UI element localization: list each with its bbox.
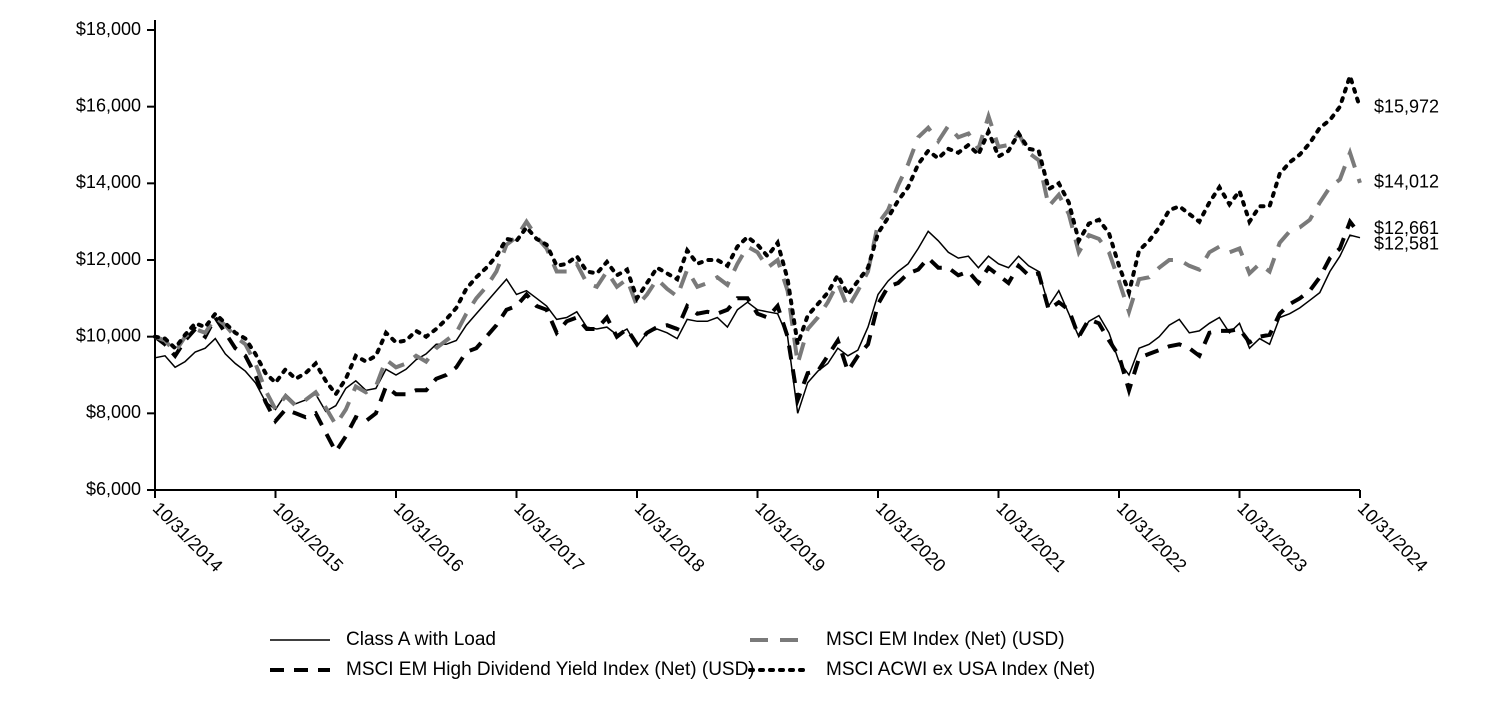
end-value-label: $15,972 — [1374, 96, 1439, 116]
legend-label: Class A with Load — [346, 629, 496, 650]
end-value-label: $14,012 — [1374, 172, 1439, 192]
legend-label: MSCI EM Index (Net) (USD) — [826, 629, 1065, 650]
y-tick-label: $14,000 — [76, 172, 141, 192]
x-tick-label: 10/31/2019 — [751, 498, 829, 576]
legend-label: MSCI EM High Dividend Yield Index (Net) … — [346, 659, 755, 680]
legend-label: MSCI ACWI ex USA Index (Net) — [826, 659, 1095, 680]
x-tick-label: 10/31/2023 — [1233, 498, 1311, 576]
x-tick-label: 10/31/2020 — [872, 498, 950, 576]
x-tick-label: 10/31/2022 — [1113, 498, 1191, 576]
chart-svg: $6,000 $8,000 $10,000 $12,000 $14,000 $16,000… — [0, 0, 1512, 708]
series-line — [155, 222, 1360, 452]
growth-chart: $6,000 $8,000 $10,000 $12,000 $14,000 $16,000… — [0, 0, 1512, 708]
y-tick-label: $6,000 — [86, 479, 141, 499]
x-tick-label: 10/31/2016 — [390, 498, 468, 576]
x-tick-label: 10/31/2021 — [992, 498, 1070, 576]
y-tick-label: $16,000 — [76, 95, 141, 115]
y-tick-label: $12,000 — [76, 249, 141, 269]
y-tick-label: $18,000 — [76, 19, 141, 39]
x-tick-label: 10/31/2017 — [510, 498, 588, 576]
x-tick-label: 10/31/2024 — [1354, 498, 1432, 576]
series-line — [155, 116, 1360, 425]
series-line — [155, 76, 1360, 394]
y-tick-label: $10,000 — [76, 325, 141, 345]
series-line — [155, 231, 1360, 413]
end-value-label: $12,581 — [1374, 233, 1439, 253]
x-tick-label: 10/31/2014 — [149, 498, 227, 576]
y-tick-label: $8,000 — [86, 402, 141, 422]
x-tick-label: 10/31/2018 — [631, 498, 709, 576]
x-tick-label: 10/31/2015 — [269, 498, 347, 576]
